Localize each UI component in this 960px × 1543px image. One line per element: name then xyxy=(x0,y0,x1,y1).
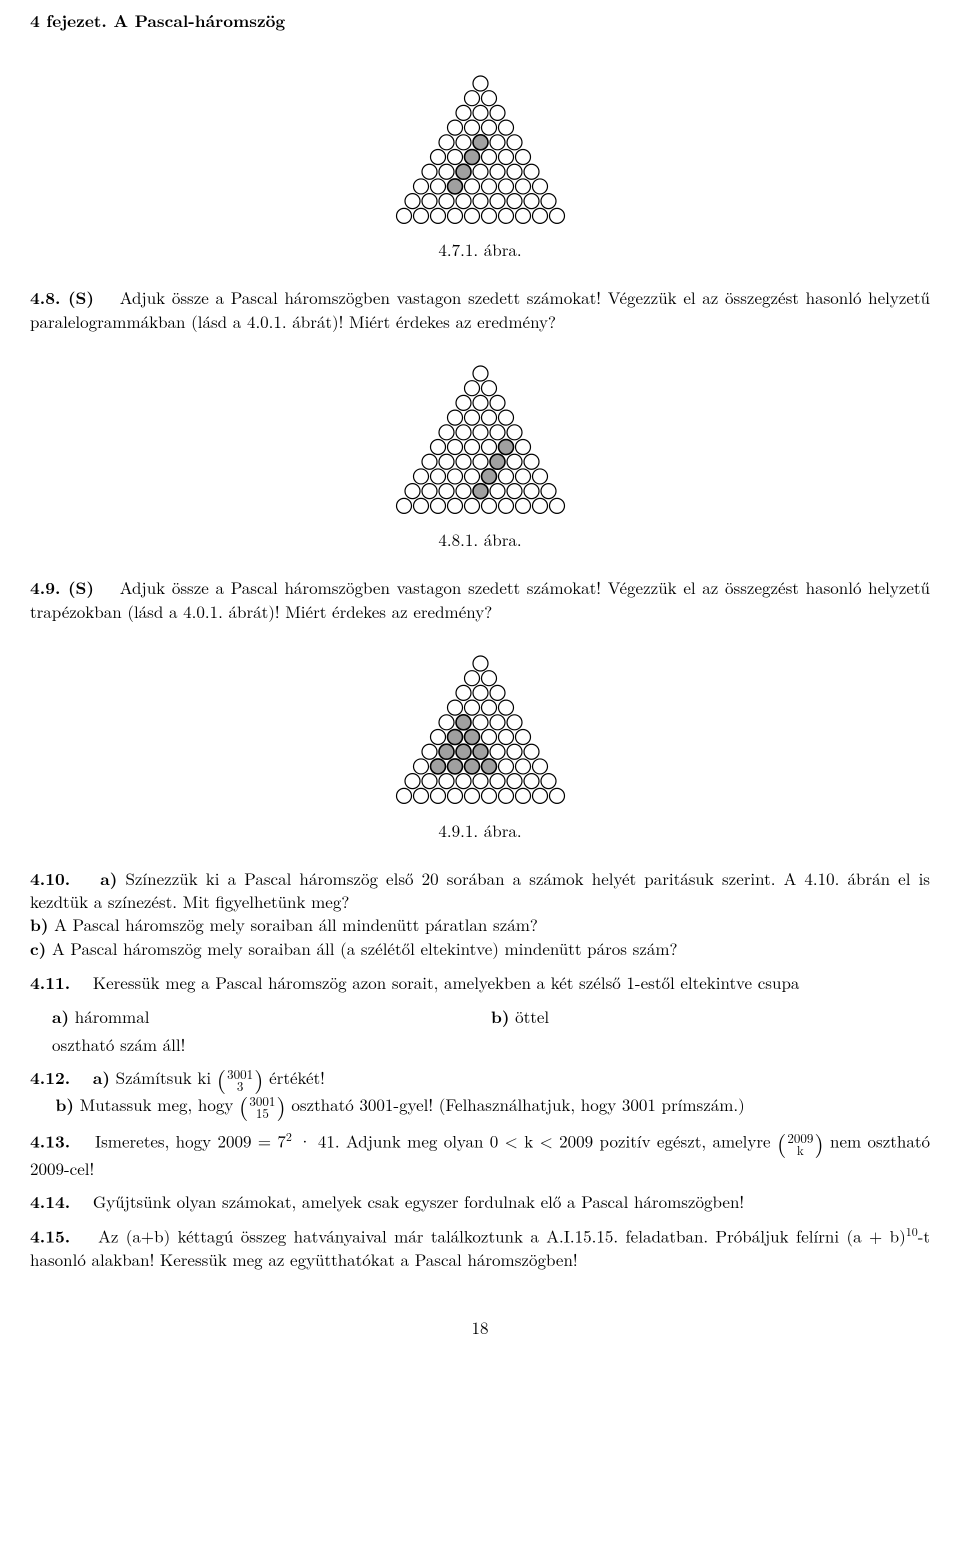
exercise-4-13-label: 4.13. xyxy=(30,1130,70,1154)
exercise-4-11-a-label: a) xyxy=(52,1005,69,1029)
exercise-4-12-a-post: értékét! xyxy=(263,1065,324,1089)
exercise-4-12-b-pre: Mutassuk meg, hogy xyxy=(80,1092,239,1116)
exercise-4-10-c-text: A Pascal háromszög mely soraiban áll (a … xyxy=(52,936,678,960)
exercise-4-10-a-label: a) xyxy=(100,867,117,891)
exercise-4-8-label: 4.8. (S) xyxy=(30,286,94,310)
exercise-4-12-a-pre: Számítsuk ki xyxy=(116,1065,217,1089)
exercise-4-15-label: 4.15. xyxy=(30,1224,70,1248)
binom-2009-k: 2009k xyxy=(787,1132,813,1157)
exercise-4-15-sup: 10 xyxy=(906,1223,918,1240)
exercise-4-15-pre: Az (a+b) kéttagú összeg hatványaival már… xyxy=(98,1223,906,1247)
exercise-4-13-mid: · 41. Adjunk meg olyan 0 < k < 2009 pozi… xyxy=(292,1129,777,1153)
exercise-4-11-b-text: öttel xyxy=(515,1004,549,1028)
exercise-4-10-b-label: b) xyxy=(30,913,48,937)
exercise-4-11-tail: osztható szám áll! xyxy=(30,1033,930,1056)
exercise-4-11-b-label: b) xyxy=(491,1005,509,1029)
triangle-481-svg xyxy=(387,363,574,516)
triangle-491-svg xyxy=(387,653,574,806)
exercise-4-10-label: 4.10. xyxy=(30,867,70,891)
exercise-4-8-text: Adjuk össze a Pascal háromszögben vastag… xyxy=(30,285,930,333)
exercise-4-10-c-label: c) xyxy=(30,937,46,961)
exercise-4-12-b-label: b) xyxy=(56,1093,74,1117)
exercise-4-12-b-post: osztható 3001-gyel! (Felhasználhatjuk, h… xyxy=(286,1092,745,1116)
figure-491 xyxy=(30,653,930,806)
figure-471-caption: 4.7.1. ábra. xyxy=(30,238,930,261)
page-number: 18 xyxy=(30,1316,930,1339)
figure-491-caption: 4.9.1. ábra. xyxy=(30,819,930,842)
exercise-4-12: 4.12. a) Számítsuk ki (30013) értékét! b… xyxy=(30,1066,930,1119)
exercise-4-12-label: 4.12. xyxy=(30,1066,70,1090)
exercise-4-10: 4.10. a) Színezzük ki a Pascal háromszög… xyxy=(30,867,930,962)
exercise-4-10-b-text: A Pascal háromszög mely soraiban áll min… xyxy=(54,912,538,936)
exercise-4-14-label: 4.14. xyxy=(30,1190,70,1214)
exercise-4-8: 4.8. (S) Adjuk össze a Pascal háromszögb… xyxy=(30,286,930,333)
figure-471 xyxy=(30,73,930,226)
exercise-4-9-label: 4.9. (S) xyxy=(30,576,94,600)
triangle-471-svg xyxy=(387,73,574,226)
exercise-4-11-options: a) hárommal b) öttel xyxy=(30,1005,930,1029)
exercise-4-13: 4.13. Ismeretes, hogy 2009 = 72 · 41. Ad… xyxy=(30,1129,930,1179)
chapter-header: 4 fejezet. A Pascal-háromszög xyxy=(30,10,930,33)
exercise-4-11-a-text: hárommal xyxy=(75,1004,150,1028)
exercise-4-13-pre: Ismeretes, hogy 2009 = 7 xyxy=(95,1129,286,1153)
exercise-4-11-intro: Keressük meg a Pascal háromszög azon sor… xyxy=(93,970,800,994)
exercise-4-14: 4.14. Gyűjtsünk olyan számokat, amelyek … xyxy=(30,1190,930,1214)
figure-481 xyxy=(30,363,930,516)
exercise-4-9: 4.9. (S) Adjuk össze a Pascal háromszögb… xyxy=(30,576,930,623)
exercise-4-10-a-text: Színezzük ki a Pascal háromszög első 20 … xyxy=(30,866,930,914)
exercise-4-11: 4.11. Keressük meg a Pascal háromszög az… xyxy=(30,971,930,995)
figure-481-caption: 4.8.1. ábra. xyxy=(30,528,930,551)
exercise-4-11-label: 4.11. xyxy=(30,971,70,995)
exercise-4-14-text: Gyűjtsünk olyan számokat, amelyek csak e… xyxy=(93,1189,744,1213)
exercise-4-12-a-label: a) xyxy=(93,1066,110,1090)
exercise-4-15: 4.15. Az (a+b) kéttagú összeg hatványaiv… xyxy=(30,1224,930,1272)
binom-3001-15: 300115 xyxy=(249,1095,275,1120)
exercise-4-9-text: Adjuk össze a Pascal háromszögben vastag… xyxy=(30,575,930,623)
